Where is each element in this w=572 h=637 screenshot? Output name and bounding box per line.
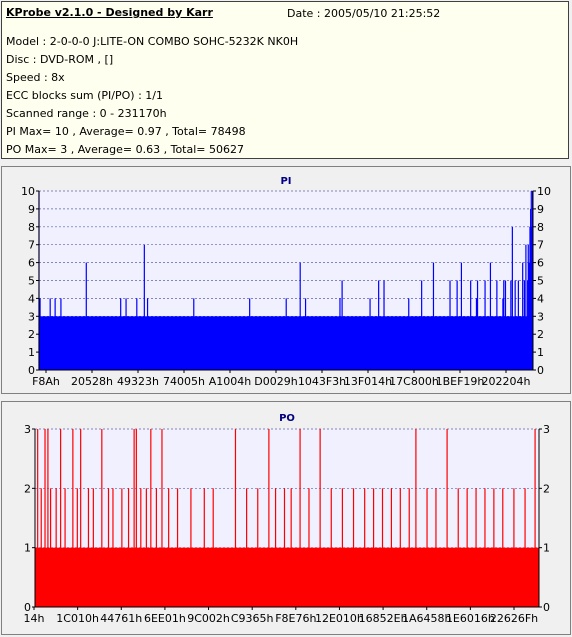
po-xtick-label: 1A6458h	[402, 612, 452, 625]
po-xtick-label: 1C010h	[56, 612, 99, 625]
po-xtick-label: 12E010h	[315, 612, 364, 625]
model-line: Model : 2-0-0-0 J:LITE-ON COMBO SOHC-523…	[6, 35, 299, 48]
pi-ytick-label-right: 7	[537, 239, 544, 252]
pi-xtick-label: F8Ah	[32, 375, 60, 388]
po-ytick-label-left: 3	[24, 423, 31, 436]
pi-xtick-label: 17C800h	[389, 375, 439, 388]
pi-ytick-label-left: 6	[28, 257, 35, 270]
pi-ytick-label-right: 2	[537, 328, 544, 341]
po-xtick-label: F8E76h	[275, 612, 316, 625]
pi-xtick-label: 1043F3h	[298, 375, 346, 388]
pi-ytick-label-right: 8	[537, 221, 544, 234]
pi-ytick-label-left: 3	[28, 310, 35, 323]
po-ytick-label-right: 3	[543, 423, 550, 436]
po-xtick-label: 1E6016h	[446, 612, 495, 625]
pi-ytick-label-right: 5	[537, 275, 544, 288]
pi-xtick-label: 20528h	[71, 375, 113, 388]
pi-xtick-label: 202204h	[482, 375, 531, 388]
po-xtick-label: 22626Fh	[490, 612, 538, 625]
po-ytick-label-left: 2	[24, 482, 31, 495]
po-xtick-label: 16852Eh	[359, 612, 408, 625]
pi-ytick-label-left: 5	[28, 275, 35, 288]
pi-chart-panel: PI 0 0 1 1 2 2 3 3 4 4 5 5 6 6 7 7 8 8 9 9 10 10 F8Ah 20528h 4932…	[1, 166, 571, 394]
scan-date: Date : 2005/05/10 21:25:52	[287, 7, 441, 20]
po-ytick-label-left: 0	[24, 601, 31, 614]
pi-xtick-label: D0029h	[254, 375, 297, 388]
pi-ytick-label-right: 1	[537, 346, 544, 359]
ecc-line: ECC blocks sum (PI/PO) : 1/1	[6, 89, 163, 102]
pi-ytick-label-left: 4	[28, 292, 35, 305]
pi-xtick-label: 13F014h	[344, 375, 392, 388]
pi-ytick-label-right: 6	[537, 257, 544, 270]
pi-ytick-label-right: 10	[537, 185, 551, 198]
pi-ytick-label-left: 8	[28, 221, 35, 234]
po-xtick-label: 14h	[24, 612, 45, 625]
pi-xtick-label: 74005h	[163, 375, 205, 388]
pi-xtick-label: 49323h	[117, 375, 159, 388]
info-panel: KProbe v2.1.0 - Designed by Karr Date : …	[1, 1, 569, 159]
po-xtick-label: 44761h	[100, 612, 142, 625]
pi-ytick-label-left: 10	[21, 185, 35, 198]
po-baseline-fill	[35, 547, 539, 607]
pi-ytick-label-left: 1	[28, 346, 35, 359]
po-chart: PO 0 0 1 1 2 2 3 3 14h 1C010h 44761h 6EE01h 9C002h C93…	[24, 413, 550, 625]
pi-ytick-label-right: 0	[537, 364, 544, 377]
app-title: KProbe v2.1.0 - Designed by Karr	[6, 6, 213, 19]
po-ytick-label-right: 1	[543, 542, 550, 555]
po-chart-title: PO	[279, 413, 295, 424]
po-xtick-label: 6EE01h	[144, 612, 186, 625]
po-ytick-label-left: 1	[24, 542, 31, 555]
po-ytick-label-right: 2	[543, 482, 550, 495]
pi-xtick-label: 1BEF19h	[436, 375, 485, 388]
po-ytick-label-right: 0	[543, 601, 550, 614]
pi-ytick-label-right: 4	[537, 292, 544, 305]
speed-line: Speed : 8x	[6, 71, 65, 84]
po-xtick-label: C9365h	[231, 612, 274, 625]
pi-xtick-label: A1004h	[209, 375, 252, 388]
pi-summary-line: PI Max= 10 , Average= 0.97 , Total= 7849…	[6, 125, 246, 138]
pi-ytick-label-right: 3	[537, 310, 544, 323]
pi-chart: PI 0 0 1 1 2 2 3 3 4 4 5 5 6 6 7 7 8 8 9 9 10 10 F8Ah 20528h 4932…	[21, 176, 551, 388]
pi-ytick-label-left: 2	[28, 328, 35, 341]
disc-line: Disc : DVD-ROM , []	[6, 53, 114, 66]
range-line: Scanned range : 0 - 231170h	[6, 107, 167, 120]
pi-ytick-label-left: 0	[28, 364, 35, 377]
po-summary-line: PO Max= 3 , Average= 0.63 , Total= 50627	[6, 143, 244, 156]
po-chart-panel: PO 0 0 1 1 2 2 3 3 14h 1C010h 44761h 6EE01h 9C002h C93…	[1, 401, 571, 635]
pi-ytick-label-right: 9	[537, 203, 544, 216]
pi-ytick-label-left: 7	[28, 239, 35, 252]
po-xtick-label: 9C002h	[187, 612, 230, 625]
pi-ytick-label-left: 9	[28, 203, 35, 216]
pi-chart-title: PI	[280, 176, 291, 187]
